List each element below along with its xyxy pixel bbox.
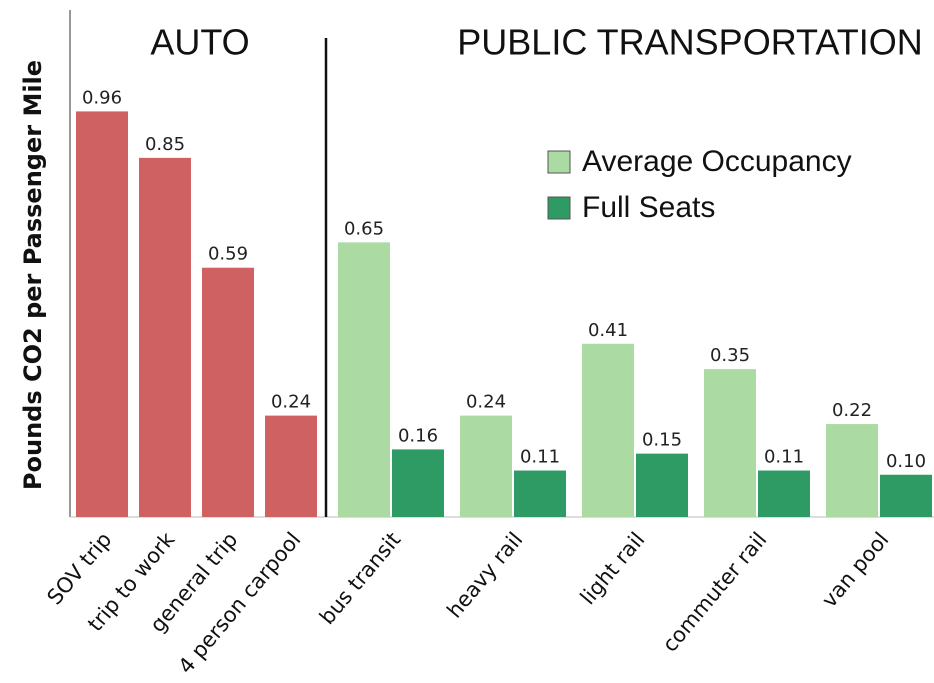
bar [338, 242, 390, 517]
legend-label: Average Occupancy [582, 145, 852, 178]
x-tick-label: van pool [817, 528, 893, 612]
bar [636, 453, 688, 517]
value-label: 0.65 [344, 218, 384, 239]
x-tick-label: light rail [576, 528, 650, 610]
value-label: 0.11 [520, 447, 560, 468]
value-label: 0.35 [710, 345, 750, 366]
value-label: 0.15 [642, 430, 682, 451]
y-axis-label: Pounds CO2 per Passenger Mile [19, 60, 47, 490]
bar [265, 415, 317, 517]
legend-swatch [547, 196, 571, 220]
bar [826, 424, 878, 517]
bar [202, 267, 254, 517]
value-label: 0.16 [398, 425, 438, 446]
bar [76, 111, 128, 518]
x-tick-label: bus transit [315, 528, 406, 629]
value-label: 0.59 [208, 244, 248, 265]
legend-swatch [547, 150, 571, 174]
value-label: 0.22 [832, 400, 872, 421]
bar [582, 343, 634, 517]
bar [460, 415, 512, 517]
value-label: 0.24 [466, 392, 506, 413]
value-label: 0.85 [145, 134, 185, 155]
bar [758, 470, 810, 517]
bar [880, 474, 932, 517]
value-label: 0.24 [271, 392, 311, 413]
section-label: PUBLIC TRANSPORTATION [457, 22, 922, 63]
value-label: 0.11 [764, 447, 804, 468]
section-label: AUTO [150, 22, 249, 63]
bar [139, 157, 191, 517]
bar [392, 449, 444, 517]
bar [514, 470, 566, 517]
x-tick-label: 4 person carpool [174, 528, 306, 679]
legend-label: Full Seats [582, 191, 715, 224]
value-label: 0.41 [588, 320, 628, 341]
bar [704, 369, 756, 517]
value-label: 0.96 [82, 87, 122, 108]
value-label: 0.10 [886, 451, 926, 472]
x-tick-label: commuter rail [658, 528, 772, 657]
x-tick-label: heavy rail [442, 528, 527, 623]
